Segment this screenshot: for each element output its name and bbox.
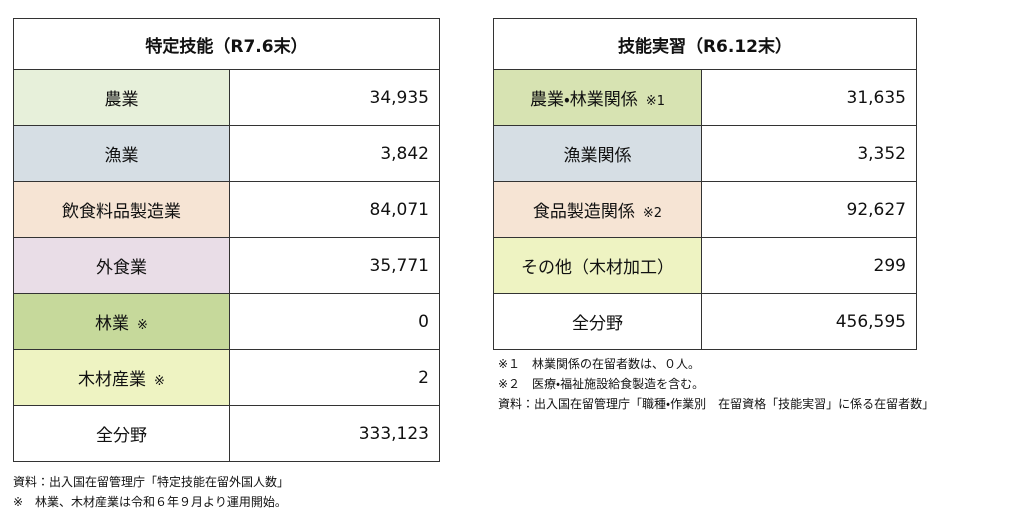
row-value: 299 — [701, 237, 917, 294]
row-value: 3,352 — [701, 125, 917, 182]
row-value: 333,123 — [229, 405, 440, 462]
footnote-mark: ※ — [137, 318, 148, 333]
row-value: 3,842 — [229, 125, 440, 182]
table-row: 飲食料品製造業 84,071 — [13, 181, 440, 238]
row-label: 農業・林業関係 — [530, 90, 638, 110]
row-label-cell: 全分野 — [13, 405, 230, 462]
table-row: 木材産業 ※ 2 — [13, 349, 440, 406]
table-row: 全分野 333,123 — [13, 405, 440, 462]
note: ※ 林業、木材産業は令和６年９月より運用開始。 — [13, 495, 287, 509]
row-label-cell: 農業 — [13, 69, 230, 126]
row-label: 全分野 — [572, 314, 623, 334]
note: ※１ 林業関係の在留者数は、０人。 — [498, 357, 701, 371]
table-row: 林業 ※ 0 — [13, 293, 440, 350]
row-value: 92,627 — [701, 181, 917, 238]
footnote-mark: ※1 — [645, 94, 665, 109]
data-table: 技能実習（R6.12末） 農業・林業関係 ※1 31,635 漁業関係 3,352 食品製造… — [493, 18, 917, 350]
footnote-mark: ※ — [154, 374, 165, 389]
footnote-mark: ※2 — [642, 206, 663, 221]
note: ※２ 医療・福祉施設給食製造を含む。 — [498, 377, 705, 391]
row-label: 全分野 — [96, 426, 147, 446]
data-table: 特定技能（R7.6末） 農業 34,935 漁業 3,842 飲食料品製造業 84,071 外… — [13, 18, 440, 462]
row-value: 456,595 — [701, 293, 917, 350]
table-row: 漁業関係 3,352 — [493, 125, 917, 182]
row-label-cell: 木材産業 ※ — [13, 349, 230, 406]
row-value: 84,071 — [229, 181, 440, 238]
note: 資料：出入国在留管理庁「特定技能在留外国人数」 — [13, 475, 290, 489]
row-label: 食品製造関係 — [532, 202, 635, 222]
header-row: 特定技能（R7.6末） — [13, 18, 440, 70]
header-row: 技能実習（R6.12末） — [493, 18, 917, 70]
row-label: 外食業 — [96, 258, 147, 278]
row-value: 0 — [229, 293, 440, 350]
row-label-cell: 飲食料品製造業 — [13, 181, 230, 238]
row-label-cell: 全分野 — [493, 293, 702, 350]
notes: ※１ 林業関係の在留者数は、０人。 ※２ 医療・福祉施設給食製造を含む。資料：出入… — [498, 354, 934, 414]
table-title: 特定技能（R7.6末） — [13, 18, 440, 70]
row-value: 2 — [229, 349, 440, 406]
row-label: 漁業関係 — [563, 146, 632, 166]
table-row: 食品製造関係 ※2 92,627 — [493, 181, 917, 238]
row-label: 飲食料品製造業 — [62, 202, 181, 222]
row-label: 漁業 — [104, 146, 139, 166]
row-label-cell: 農業・林業関係 ※1 — [493, 69, 702, 126]
row-label-cell: 林業 ※ — [13, 293, 230, 350]
row-value: 34,935 — [229, 69, 440, 126]
row-label-cell: 漁業関係 — [493, 125, 702, 182]
row-value: 31,635 — [701, 69, 917, 126]
row-label: その他（木材加工） — [521, 258, 674, 278]
row-label-cell: 食品製造関係 ※2 — [493, 181, 702, 238]
row-label: 林業 — [95, 314, 130, 334]
row-label-cell: 漁業 — [13, 125, 230, 182]
table-title: 技能実習（R6.12末） — [493, 18, 917, 70]
row-label-cell: 外食業 — [13, 237, 230, 294]
table-row: 農業・林業関係 ※1 31,635 — [493, 69, 917, 126]
table-row: 農業 34,935 — [13, 69, 440, 126]
table-row: 全分野 456,595 — [493, 293, 917, 350]
note: 資料：出入国在留管理庁「職種・作業別 在留資格「技能実習」に係る在留者数」 — [498, 397, 935, 411]
notes: 資料：出入国在留管理庁「特定技能在留外国人数」 ※ 林業、木材産業は令和６年９月よ… — [13, 472, 289, 512]
row-label: 木材産業 — [78, 370, 147, 390]
table-row: その他（木材加工） 299 — [493, 237, 917, 294]
table-row: 漁業 3,842 — [13, 125, 440, 182]
table-row: 外食業 35,771 — [13, 237, 440, 294]
row-value: 35,771 — [229, 237, 440, 294]
row-label-cell: その他（木材加工） — [493, 237, 702, 294]
row-label: 農業 — [104, 90, 139, 110]
